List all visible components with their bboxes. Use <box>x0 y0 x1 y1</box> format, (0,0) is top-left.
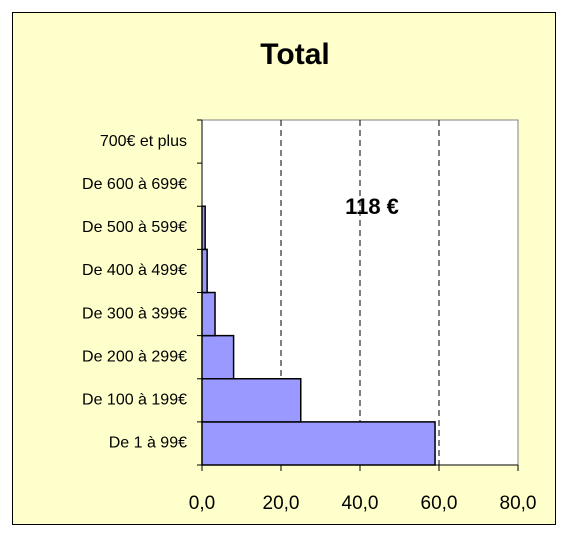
y-tick-label: De 600 à 699€ <box>82 176 187 193</box>
annotation: 118 € <box>345 194 399 219</box>
bar <box>201 291 216 337</box>
chart-title: Total <box>260 38 329 71</box>
x-tick-label: 0,0 <box>189 493 215 514</box>
y-tick-label: De 200 à 299€ <box>82 348 187 365</box>
x-tick-label: 80,0 <box>500 493 537 514</box>
y-tick-label: De 100 à 199€ <box>82 392 187 409</box>
y-tick-label: De 400 à 499€ <box>82 262 187 279</box>
bar <box>201 334 235 380</box>
bar <box>201 248 208 294</box>
x-tick-label: 60,0 <box>421 493 458 514</box>
y-tick-label: De 500 à 599€ <box>82 219 187 236</box>
bar <box>201 378 302 423</box>
x-tick-label: 40,0 <box>342 493 379 514</box>
y-tick-label: De 1 à 99€ <box>109 435 187 452</box>
bar <box>201 421 436 466</box>
x-tick-label: 20,0 <box>263 493 300 514</box>
y-tick-label: De 300 à 399€ <box>82 305 187 322</box>
y-tick-label: 700€ et plus <box>100 133 187 150</box>
